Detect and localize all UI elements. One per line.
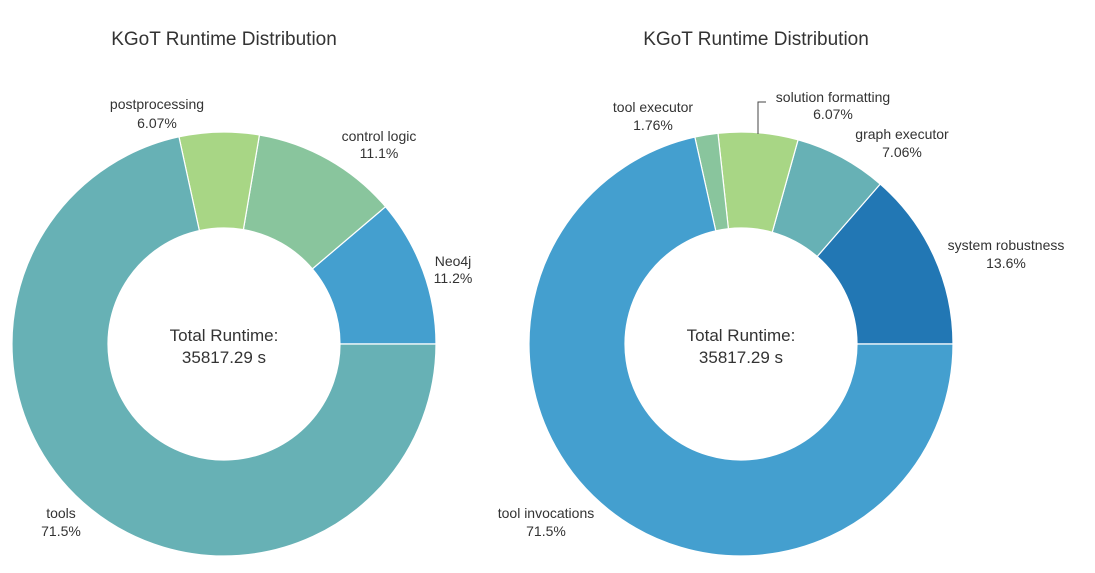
- chart-1-label-tools: tools 71.5%: [41, 505, 81, 539]
- slice-tool-invocations: [528, 136, 954, 557]
- slice-label: system robustness: [948, 237, 1065, 253]
- chart-2-center-line-1: Total Runtime:: [687, 326, 796, 345]
- chart-2-label-graph-executor: graph executor 7.06%: [855, 126, 949, 160]
- slice-label: tool executor: [613, 99, 693, 115]
- chart-1-label-neo4j: Neo4j 11.2%: [434, 253, 473, 286]
- slice-percent: 11.2%: [434, 270, 473, 286]
- chart-2-center-line-2: 35817.29 s: [699, 348, 783, 367]
- chart-1-title: KGoT Runtime Distribution: [111, 29, 337, 50]
- chart-2-label-system-robustness: system robustness 13.6%: [948, 237, 1065, 271]
- donut-chart-2: KGoT Runtime Distribution Total Runtime:…: [498, 29, 1065, 557]
- slice-label: tool invocations: [498, 505, 595, 521]
- slice-percent: 71.5%: [526, 523, 566, 539]
- slice-label: solution formatting: [776, 89, 890, 105]
- chart-2-label-solution-formatting: solution formatting 6.07%: [757, 89, 890, 134]
- slice-label: graph executor: [855, 126, 949, 142]
- chart-1-label-control-logic: control logic 11.1%: [342, 128, 417, 161]
- slice-percent: 7.06%: [882, 144, 922, 160]
- slice-tools: [11, 136, 437, 557]
- chart-2-slices: [528, 131, 954, 557]
- chart-2-title: KGoT Runtime Distribution: [643, 29, 869, 50]
- slice-label: tools: [46, 505, 76, 521]
- slice-percent: 1.76%: [633, 117, 673, 133]
- slice-percent: 71.5%: [41, 523, 81, 539]
- solution-formatting-leader-line: [757, 101, 766, 134]
- slice-percent: 6.07%: [137, 115, 177, 131]
- chart-1-label-postprocessing: postprocessing 6.07%: [110, 96, 204, 131]
- chart-1-center-line-1: Total Runtime:: [170, 326, 279, 345]
- slice-label: Neo4j: [435, 253, 472, 269]
- slice-percent: 11.1%: [360, 145, 399, 161]
- donut-chart-1: KGoT Runtime Distribution Total Runtime:…: [11, 29, 473, 557]
- slice-label: control logic: [342, 128, 417, 144]
- chart-2-label-tool-executor: tool executor 1.76%: [613, 99, 693, 133]
- chart-1-slices: [11, 131, 437, 557]
- chart-2-label-tool-invocations: tool invocations 71.5%: [498, 505, 595, 539]
- slice-percent: 6.07%: [813, 106, 853, 122]
- chart-1-center-line-2: 35817.29 s: [182, 348, 266, 367]
- slice-percent: 13.6%: [986, 255, 1026, 271]
- slice-label: postprocessing: [110, 96, 204, 112]
